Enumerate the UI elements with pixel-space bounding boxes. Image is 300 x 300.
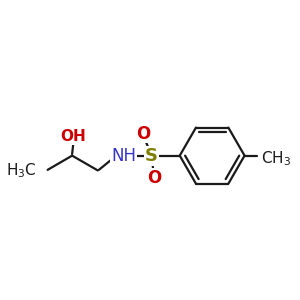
Text: OH: OH	[61, 129, 86, 144]
Text: O: O	[136, 125, 150, 143]
Text: O: O	[147, 169, 161, 187]
Text: CH$_3$: CH$_3$	[262, 149, 292, 168]
Text: H$_3$C: H$_3$C	[6, 161, 37, 180]
Text: S: S	[145, 147, 158, 165]
Text: NH: NH	[111, 147, 136, 165]
